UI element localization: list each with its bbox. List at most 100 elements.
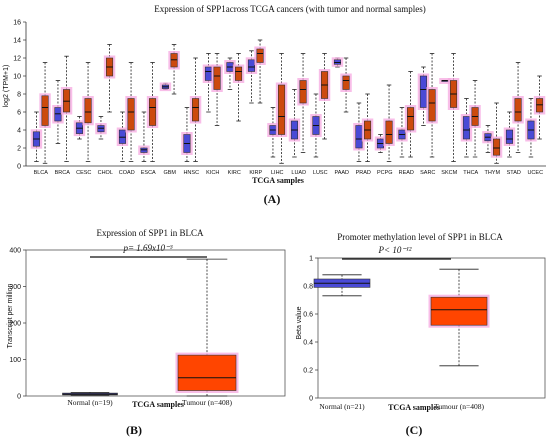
panel-a-normal-iqr	[505, 129, 513, 144]
panel-a-tumor-box	[426, 53, 438, 158]
panel-a-y-tick-label: 14	[13, 38, 21, 45]
panel-a-normal-box	[95, 116, 107, 140]
panel-a-normal-box	[331, 57, 344, 68]
panel-a-tumor-iqr	[428, 89, 436, 122]
panel-c-chart: Promoter methylation level of SPP1 in BL…	[296, 232, 546, 437]
panel-a-y-tick-label: 10	[13, 74, 21, 81]
panel-a-normal-box	[181, 107, 193, 162]
panel-a-y-tick-label: 0	[17, 164, 21, 171]
panel-a-tumor-iqr	[235, 66, 243, 81]
panel-a-y-tick-label: 8	[17, 92, 21, 99]
panel-a-tumor-box	[318, 53, 331, 140]
panel-a-tumor-box	[103, 44, 116, 113]
panel-a-category-label: SKCM	[441, 170, 457, 176]
panel-a-tumor-box	[39, 62, 51, 164]
panel-c-boxes: Normal (n=21) Tumour (n=408)	[313, 268, 490, 411]
panel-a-boxes: BLCA BRCA CESC CHOL COAD ESCA GBM HNSC KICH KIRC K…	[30, 39, 546, 176]
panel-c-title: Promoter methylation level of SPP1 in BL…	[337, 232, 503, 242]
panel-a-category-label: STAD	[507, 170, 521, 176]
panel-a-x-label: TCGA samples	[252, 176, 304, 185]
panel-a-tumor-iqr	[256, 48, 264, 63]
panel-a-tumor-box	[361, 93, 374, 162]
panel-a-category-label: HNSC	[183, 170, 199, 176]
panel-a-normal-iqr	[355, 125, 363, 149]
panel-a-tumor-iqr	[299, 80, 307, 104]
panel-a-tumor-box	[490, 102, 503, 164]
panel-a-tumor-box	[447, 53, 460, 162]
panel-a-tumor-box	[189, 57, 202, 162]
panel-b-frame	[25, 249, 286, 397]
panel-a-y-tick-label: 6	[17, 110, 21, 117]
panel-a-category-label: LUAD	[291, 170, 306, 176]
panel-a-y-tick-label: 12	[13, 56, 21, 63]
panel-b-x-label: TCGA samples	[132, 400, 184, 409]
panel-a-tumor-iqr	[192, 98, 200, 122]
panel-a-normal-iqr	[462, 116, 470, 140]
panel-a-tumor-iqr	[342, 75, 350, 90]
panel-c-y-tick-label: 0.6	[303, 312, 313, 319]
panel-c-group-box	[313, 274, 371, 297]
panel-a-tumor-box	[275, 53, 288, 164]
panel-a-normal-box	[503, 111, 516, 158]
panel-a-tumor-iqr	[514, 98, 522, 122]
panel-a-category-label: LIHC	[271, 170, 284, 176]
panel-a-tumor-box	[254, 39, 266, 104]
panel-b-boxes: Normal (n=19) Tumour (n=408)	[62, 258, 239, 407]
panel-a-normal-box	[267, 107, 279, 158]
panel-a-tumor-box	[533, 75, 546, 140]
panel-a-tumor-iqr	[407, 107, 415, 131]
panel-a-category-label: KIRP	[249, 170, 262, 176]
panel-a-category-label: UCEC	[527, 170, 543, 176]
panel-a-category-label: PAAD	[334, 170, 349, 176]
panel-a-y-tick-label: 2	[17, 146, 21, 153]
panel-b-group-iqr	[177, 354, 237, 391]
panel-a-axes: 0 2 4 6 8 10 12 14 16	[13, 20, 546, 171]
panel-a-tumor-box	[340, 57, 352, 113]
panel-a-normal-box	[439, 78, 451, 84]
panel-a-category-label: PCPG	[377, 170, 393, 176]
panel-c-group-label: Tumour (n=408)	[434, 402, 485, 411]
panel-a-tumor-box	[512, 62, 524, 153]
panel-c-y-tick-label: 0	[309, 396, 313, 403]
panel-a-category-label: CHOL	[98, 170, 113, 176]
panel-a-normal-box	[288, 89, 301, 158]
panel-b-chart: Expression of SPP1 in BLCA p= 1.69x10⁻³ …	[7, 228, 286, 437]
panel-c-group-box	[428, 268, 490, 367]
panel-a-tumor-box	[297, 53, 309, 153]
panel-a-tumor-iqr	[127, 98, 135, 131]
panel-b-label: (B)	[126, 423, 142, 437]
panel-a-tumor-iqr	[213, 66, 221, 90]
panel-b-group-box	[62, 391, 118, 396]
panel-a-y-tick-label: 4	[17, 128, 21, 135]
panel-b-group-label: Tumour (n=408)	[182, 398, 233, 407]
panel-a-category-label: THCA	[463, 170, 478, 176]
panel-a-tumor-iqr	[41, 95, 49, 126]
panel-a-label: (A)	[264, 192, 281, 206]
panel-a-tumor-box	[383, 84, 395, 162]
panel-a-category-label: READ	[399, 170, 414, 176]
panel-b-y-tick-label: 200	[9, 321, 21, 328]
panel-a-tumor-box	[211, 53, 223, 126]
panel-b-y-tick-label: 0	[17, 394, 21, 401]
panel-c-label: (C)	[406, 423, 423, 437]
panel-a-category-label: KIRC	[228, 170, 241, 176]
panel-a-normal-box	[245, 50, 258, 104]
panel-a-normal-iqr	[419, 75, 427, 108]
panel-b-pvalue: p= 1.69x10⁻³	[122, 243, 172, 253]
panel-a-category-label: KICH	[206, 170, 219, 176]
panel-a-tumor-iqr	[278, 84, 286, 135]
panel-b-y-tick-label: 400	[9, 248, 21, 255]
panel-b-y-tick-label: 300	[9, 284, 21, 291]
panel-b-y-label: Transcript per million	[7, 284, 14, 349]
panel-a-tumor-box	[232, 53, 245, 122]
panel-c-pvalue: P< 10⁻¹²	[378, 245, 412, 255]
panel-a-tumor-iqr	[84, 98, 92, 124]
panel-a-category-label: GBM	[163, 170, 176, 176]
panel-a-tumor-box	[168, 44, 180, 95]
panel-c-group-label: Normal (n=21)	[319, 402, 365, 411]
panel-a-title: Expression of SPP1across TCGA cancers (w…	[154, 4, 426, 14]
panel-a-y-label: log2 (TPM+1)	[3, 65, 10, 108]
panel-a-chart: Expression of SPP1across TCGA cancers (w…	[3, 4, 546, 206]
panel-a-tumor-box	[146, 62, 159, 162]
